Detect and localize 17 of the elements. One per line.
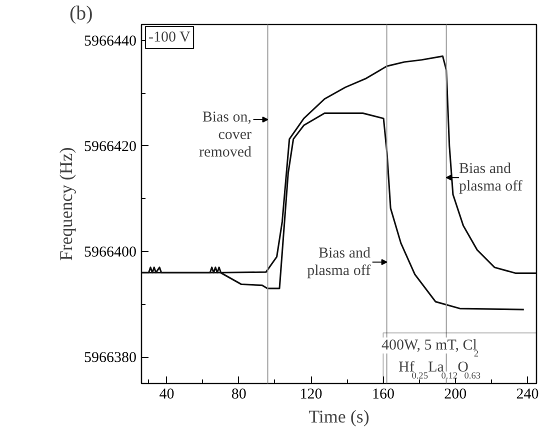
x-tick-label: 200 <box>444 386 467 402</box>
x-axis-title: Time (s) <box>308 406 370 426</box>
y-tick-label: 5966400 <box>84 244 136 261</box>
annotation: Bias and plasma off <box>307 245 372 279</box>
text: (b) <box>70 2 93 24</box>
annotation: Bias and plasma off <box>458 160 522 194</box>
x-tick-label: 80 <box>231 386 246 402</box>
y-tick-label: 5966380 <box>84 350 136 366</box>
x-tick-label: 40 <box>159 386 174 402</box>
annotation: Bias on, cover removed <box>199 110 252 161</box>
x-tick-label: 160 <box>372 386 394 402</box>
x-tick-label: 120 <box>300 386 322 402</box>
annotation: -100 V <box>148 30 190 46</box>
y-tick-label: 5966420 <box>84 138 136 155</box>
y-axis-title: Frequency (Hz) <box>56 147 76 261</box>
x-tick-label: 240 <box>516 386 539 402</box>
y-tick-label: 5966440 <box>84 33 136 50</box>
